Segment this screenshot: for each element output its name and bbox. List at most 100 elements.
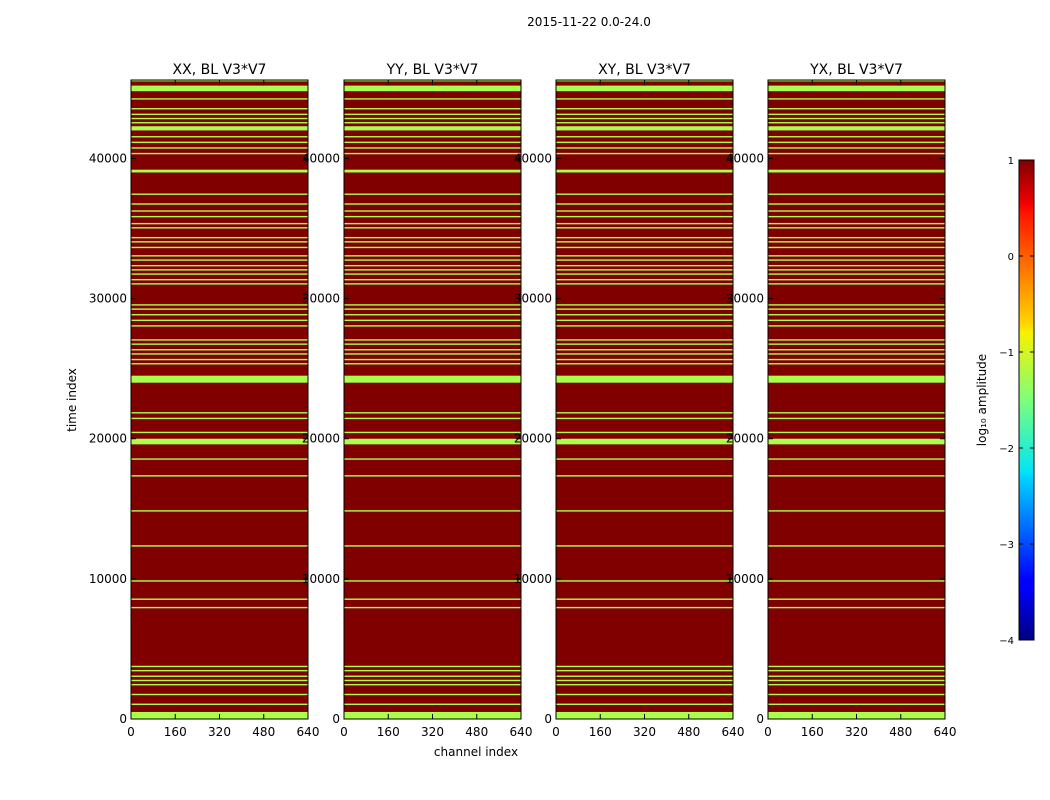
flagged-band [344,349,521,351]
flagged-band [556,438,733,445]
flagged-band [131,683,308,686]
flagged-band [556,122,733,124]
flagged-band [556,283,733,285]
flagged-band [768,438,945,445]
flagged-band [556,108,733,110]
flagged-band [556,236,733,239]
flagged-band [768,278,945,281]
flagged-band [131,545,308,547]
flagged-band [768,319,945,322]
flagged-band [344,147,521,149]
y-tick-label: 30000 [89,292,127,306]
y-tick-label: 20000 [514,432,552,446]
panel-title: XX, BL V3*V7 [173,62,267,78]
x-tick-label: 320 [208,725,231,739]
flagged-band [768,683,945,686]
y-tick-label: 40000 [302,151,340,165]
panel-title: YY, BL V3*V7 [386,62,479,78]
flagged-band [131,108,308,110]
flagged-band [344,117,521,120]
x-tick-label: 640 [297,725,320,739]
flagged-band [131,147,308,149]
flagged-band [768,113,945,116]
y-tick-label: 0 [756,712,764,726]
flagged-band [131,215,308,218]
flagged-band [768,210,945,212]
flagged-band [131,314,308,316]
flagged-band [344,314,521,316]
flagged-band [344,215,521,218]
heatmap-panel: XX, BL V3*V7 0 160 320 480 640 0 10000 20000 3000… [89,62,320,739]
flagged-band [556,152,733,155]
flagged-band [344,319,521,322]
flagged-band [556,475,733,477]
x-tick-label: 160 [801,725,824,739]
y-tick-label: 20000 [726,432,764,446]
flagged-band [556,126,733,131]
flagged-band [344,203,521,205]
flagged-band [344,169,521,173]
flagged-band [344,545,521,547]
flagged-band [768,431,945,434]
flagged-band [131,236,308,239]
flagged-band [131,126,308,131]
flagged-band [131,246,308,249]
flagged-band [344,683,521,686]
flagged-band [131,273,308,275]
flagged-band [344,283,521,285]
y-tick-label: 0 [332,712,340,726]
x-tick-label: 0 [552,725,560,739]
y-tick-label: 30000 [726,292,764,306]
flagged-band [131,269,308,271]
y-tick-label: 10000 [726,572,764,586]
flagged-band [768,117,945,120]
flagged-band [131,304,308,306]
flagged-band [556,683,733,686]
flagged-band [131,98,308,100]
flagged-band [131,669,308,672]
flagged-band [768,545,945,547]
y-tick-label: 10000 [302,572,340,586]
flagged-band [344,269,521,271]
x-tick-label: 480 [889,725,912,739]
flagged-band [344,353,521,355]
flagged-band [131,222,308,225]
flagged-band [556,255,733,257]
heatmap-background [344,80,521,719]
flagged-band [556,412,733,414]
flagged-band [768,152,945,155]
flagged-band [344,510,521,512]
x-tick-label: 160 [589,725,612,739]
flagged-band [768,246,945,249]
flagged-band [556,259,733,261]
flagged-band [556,669,733,672]
flagged-band [131,141,308,144]
flagged-band [131,417,308,420]
flagged-band [344,358,521,361]
flagged-band [344,304,521,306]
flagged-band [344,665,521,668]
flagged-band [344,308,521,310]
flagged-band [131,193,308,195]
flagged-band [556,458,733,460]
y-tick-label: 20000 [89,432,127,446]
flagged-band [768,264,945,267]
flagged-band [344,417,521,420]
flagged-band [556,353,733,355]
flagged-band [131,606,308,609]
flagged-band [768,458,945,460]
flagged-band [344,431,521,434]
flagged-band [768,169,945,173]
flagged-band [768,259,945,261]
flagged-band [131,598,308,600]
y-tick-label: 40000 [514,151,552,165]
flagged-band [344,412,521,414]
flagged-band [344,236,521,239]
x-tick-label: 640 [510,725,533,739]
flagged-band [556,314,733,316]
heatmap-panels: XX, BL V3*V7 0 160 320 480 640 0 10000 20000 3000… [89,62,957,739]
flagged-band [556,117,733,120]
panel-title: YX, BL V3*V7 [809,62,903,78]
flagged-band [344,675,521,677]
